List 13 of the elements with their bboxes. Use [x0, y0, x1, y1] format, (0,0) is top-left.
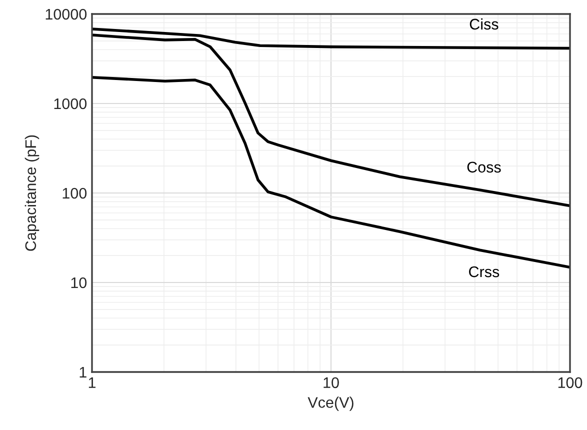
x-tick-label: 100 [558, 377, 582, 388]
y-tick-label: 10 [71, 277, 87, 288]
x-tick-label: 10 [324, 377, 339, 388]
series-label: Crss [469, 266, 500, 278]
y-tick-label: 1000 [54, 98, 87, 110]
x-axis-title: Vce(V) [308, 396, 354, 411]
x-tick-label: 1 [88, 377, 96, 388]
y-tick-label: 1 [80, 367, 86, 378]
series-label: Ciss [470, 18, 498, 30]
y-tick-label: 100 [62, 188, 87, 199]
y-tick-label: 10000 [46, 8, 87, 20]
series-label: Coss [467, 162, 501, 173]
y-axis-title: Capacitance (pF) [24, 135, 40, 251]
